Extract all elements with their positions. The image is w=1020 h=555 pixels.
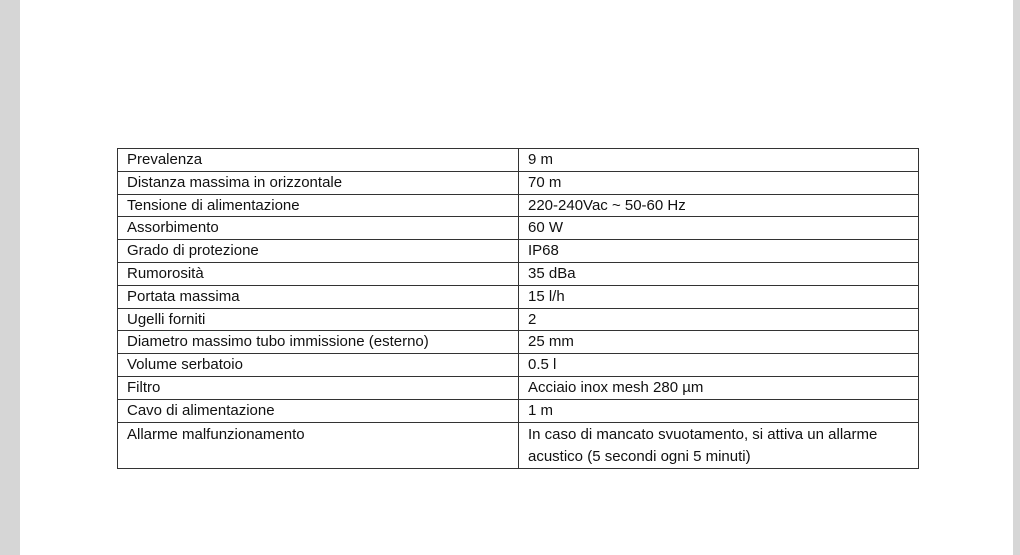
table-row: Tensione di alimentazione 220-240Vac ~ 50… <box>117 193 919 218</box>
table-row: Grado di protezione IP68 <box>117 239 919 263</box>
spec-value: 25 mm <box>518 330 919 355</box>
left-margin-bar <box>0 0 20 555</box>
table-row: Diametro massimo tubo immissione (estern… <box>117 330 919 355</box>
table-row: Ugelli forniti 2 <box>117 307 919 332</box>
spec-table: Prevalenza 9 m Distanza massima in orizzon… <box>117 148 919 469</box>
spec-label: Filtro <box>117 375 519 400</box>
spec-label: Allarme malfunzionamento <box>117 421 519 469</box>
spec-label: Rumorosità <box>117 261 519 286</box>
table-row: Distanza massima in orizzontale 70 m <box>117 170 919 195</box>
spec-label: Distanza massima in orizzontale <box>117 170 519 195</box>
spec-value: 2 <box>518 307 919 332</box>
spec-label: Prevalenza <box>117 148 519 172</box>
table-row: Allarme malfunzionamento In caso di manca… <box>117 421 919 469</box>
table-row: Portata massima 15 l/h <box>117 284 919 309</box>
table-row: Filtro Acciaio inox mesh 280 µm <box>117 375 919 400</box>
spec-value: 1 m <box>518 398 919 423</box>
spec-label: Grado di protezione <box>117 239 519 263</box>
spec-label: Diametro massimo tubo immissione (estern… <box>117 330 519 355</box>
spec-label: Ugelli forniti <box>117 307 519 332</box>
table-row: Cavo di alimentazione 1 m <box>117 398 919 423</box>
spec-value: 60 W <box>518 216 919 241</box>
spec-value: 15 l/h <box>518 284 919 309</box>
spec-value: In caso di mancato svuotamento, si attiv… <box>518 421 919 469</box>
spec-value: 0.5 l <box>518 353 919 377</box>
table-row: Prevalenza 9 m <box>117 148 919 172</box>
right-scrollbar[interactable] <box>1013 0 1020 555</box>
spec-label: Volume serbatoio <box>117 353 519 377</box>
spec-label: Assorbimento <box>117 216 519 241</box>
spec-value: 9 m <box>518 148 919 172</box>
spec-value: 70 m <box>518 170 919 195</box>
spec-value: Acciaio inox mesh 280 µm <box>518 375 919 400</box>
spec-label: Tensione di alimentazione <box>117 193 519 218</box>
spec-value: IP68 <box>518 239 919 263</box>
table-row: Rumorosità 35 dBa <box>117 261 919 286</box>
spec-label: Cavo di alimentazione <box>117 398 519 423</box>
table-row: Assorbimento 60 W <box>117 216 919 241</box>
spec-label: Portata massima <box>117 284 519 309</box>
table-row: Volume serbatoio 0.5 l <box>117 353 919 377</box>
spec-value: 220-240Vac ~ 50-60 Hz <box>518 193 919 218</box>
spec-value: 35 dBa <box>518 261 919 286</box>
